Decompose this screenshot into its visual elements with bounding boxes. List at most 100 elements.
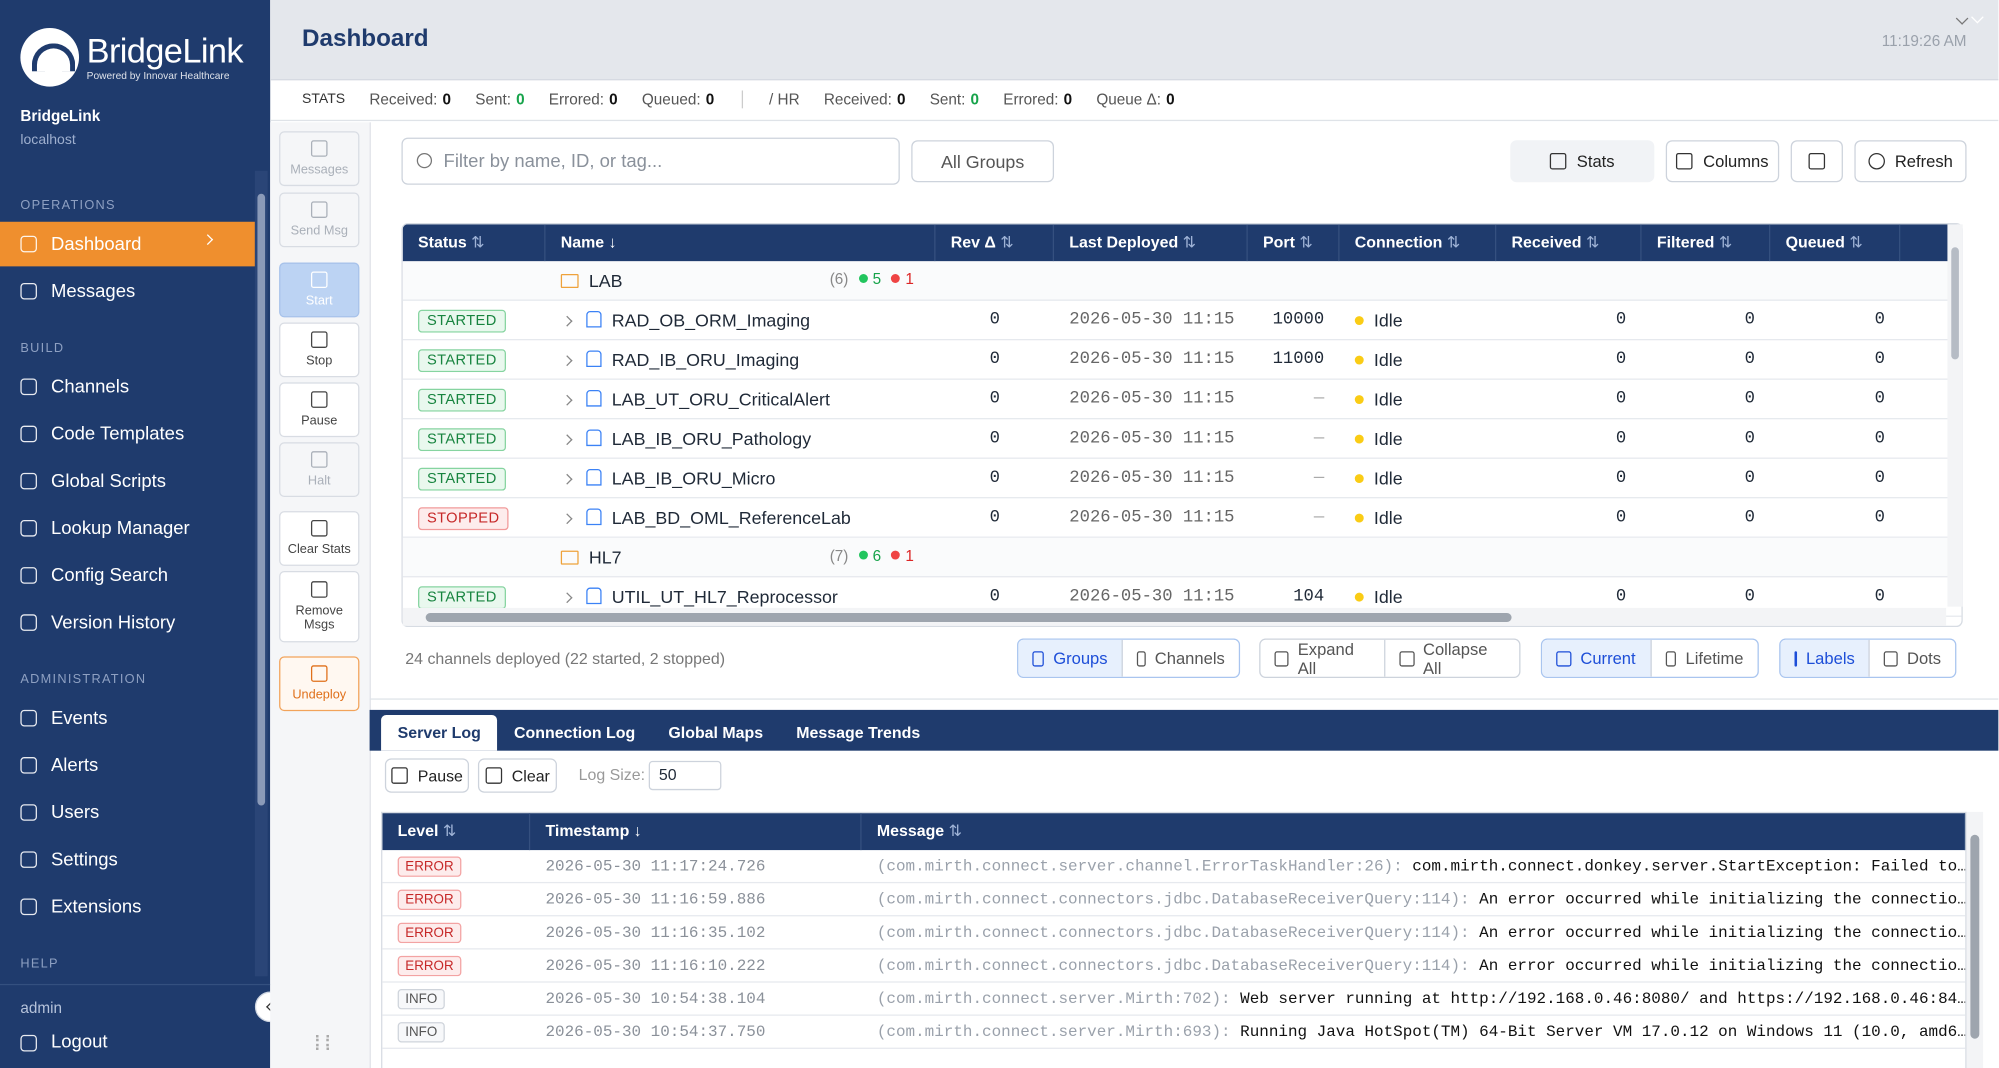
action-button[interactable]: Messages	[279, 131, 360, 187]
scrollbar[interactable]	[402, 607, 1947, 626]
expand-chevron[interactable]	[561, 473, 573, 485]
scrollbar[interactable]	[1966, 811, 1984, 1068]
cell: 104	[1248, 587, 1340, 606]
log-size-input[interactable]: 50	[648, 760, 722, 791]
column-header[interactable]: Connection	[1339, 224, 1497, 262]
action-button[interactable]: Send Msg	[279, 192, 360, 248]
stats-dropdown[interactable]: Stats	[1510, 140, 1655, 183]
log-level: INFO	[397, 989, 445, 1010]
filtered: 0	[1744, 507, 1755, 528]
toggle-group: Expand All Collapse All	[1259, 638, 1521, 679]
action-button[interactable]: Pause	[279, 382, 360, 438]
column-header[interactable]: Level	[382, 813, 531, 851]
toggle-button[interactable]: Expand All	[1260, 639, 1386, 677]
group-row[interactable]: HL7 (7) 6 1	[402, 537, 1962, 578]
log-level: ERROR	[397, 889, 462, 910]
column-header[interactable]: Timestamp	[530, 813, 862, 851]
log-message: Web server running at http://192.168.0.4…	[1240, 989, 1966, 1008]
nav-item[interactable]: Lookup Manager	[0, 506, 255, 551]
grip[interactable]	[316, 1034, 329, 1051]
columns-button[interactable]: Columns	[1665, 140, 1780, 183]
nav-item[interactable]: Config Search	[0, 553, 255, 598]
cell: Idle	[1339, 507, 1496, 528]
group-row[interactable]: LAB (6) 5 1	[402, 261, 1962, 301]
cell: STOPPED	[403, 505, 546, 530]
channel-row[interactable]: STOPPED LAB_BD_OML_ReferenceLab 0 2026-05-3…	[402, 498, 1962, 538]
nav-item[interactable]: Events	[0, 696, 255, 741]
toggle-button[interactable]: Groups	[1018, 639, 1123, 677]
action-label: Halt	[307, 474, 331, 489]
expand-chevron[interactable]	[561, 394, 573, 406]
user: admin	[20, 999, 63, 1018]
nav-item[interactable]: Code Templates	[0, 412, 255, 457]
channel-icon	[586, 310, 602, 328]
rev-delta: 0	[989, 389, 1000, 409]
channel-row[interactable]: STARTED LAB_IB_ORU_Micro 0 2026-05-30 11:15…	[402, 459, 1962, 499]
refresh-button[interactable]: Refresh	[1854, 140, 1967, 183]
column-header[interactable]: Status	[403, 224, 546, 262]
nav-item[interactable]: Dashboard	[0, 221, 255, 267]
download-button[interactable]	[1790, 140, 1843, 183]
log-clear[interactable]: Clear	[477, 758, 557, 793]
toggle-group: Labels Dots	[1779, 638, 1957, 679]
channel-row[interactable]: STARTED LAB_UT_ORU_CriticalAlert 0 2026-05-…	[402, 380, 1962, 420]
column-header[interactable]: Rev Δ	[935, 224, 1055, 262]
toggle-button[interactable]: Lifetime	[1652, 640, 1758, 677]
toggle-button[interactable]: Current	[1542, 639, 1652, 677]
nav-item[interactable]: Settings	[0, 837, 255, 882]
expand-chevron[interactable]	[561, 592, 573, 604]
action-label: Undeploy	[292, 688, 347, 703]
log-tab[interactable]: Message Trends	[796, 723, 921, 742]
column-header[interactable]: Last Deployed	[1054, 224, 1248, 262]
nav-item[interactable]: Channels	[0, 365, 255, 410]
action-bar: Messages Send Msg Start Stop Pause Halt Clear …	[270, 122, 371, 1068]
log-tab[interactable]: Server Log	[381, 714, 498, 751]
received: 0	[1615, 428, 1627, 448]
nav-item[interactable]: Global Scripts	[0, 459, 255, 504]
log-tab[interactable]: Connection Log	[514, 723, 636, 742]
log-tab[interactable]: Global Maps	[668, 723, 764, 742]
channel-row[interactable]: STARTED LAB_IB_ORU_Pathology 0 2026-05-30 1…	[402, 419, 1962, 459]
column-header[interactable]: Name	[545, 224, 936, 262]
column-header[interactable]: Received	[1496, 224, 1642, 262]
nav-icon	[20, 709, 37, 727]
expand-chevron[interactable]	[561, 434, 573, 446]
label: Stats	[1576, 151, 1615, 171]
channel-icon	[586, 350, 602, 368]
action-button[interactable]: Remove Msgs	[279, 570, 360, 643]
toggle-button[interactable]: Channels	[1123, 640, 1239, 677]
expand-chevron[interactable]	[561, 315, 573, 327]
nav-item[interactable]: Alerts	[0, 743, 255, 788]
action-button[interactable]: Stop	[279, 322, 360, 378]
connection-dot	[1354, 316, 1364, 325]
nav-item[interactable]: Messages	[0, 269, 255, 314]
column-header[interactable]: Port	[1248, 224, 1340, 262]
groups-dropdown[interactable]: All Groups	[911, 140, 1055, 183]
action-button[interactable]: Undeploy	[279, 656, 360, 712]
filter-input[interactable]: Filter by name, ID, or tag...	[401, 137, 900, 185]
log-pause[interactable]: Pause	[384, 758, 470, 793]
nav-item[interactable]: Users	[0, 790, 255, 835]
nav-item[interactable]: Extensions	[0, 885, 255, 930]
log-source: (com.mirth.connect.server.channel.ErrorT…	[876, 857, 1403, 875]
column-header[interactable]: Message	[862, 813, 1966, 851]
expand-chevron[interactable]	[561, 513, 573, 525]
action-button[interactable]: Clear Stats	[279, 511, 360, 566]
stat-label: Sent:	[475, 90, 511, 109]
toggle-button[interactable]: Labels	[1780, 639, 1870, 677]
action-button[interactable]: Halt	[279, 442, 360, 498]
toggle-button[interactable]: Collapse All	[1385, 640, 1519, 677]
cell: 0	[1770, 587, 1900, 606]
scrollbar[interactable]	[1947, 224, 1963, 607]
channel-row[interactable]: STARTED RAD_IB_ORU_Imaging 0 2026-05-30 11:…	[402, 340, 1962, 380]
logout[interactable]: Logout	[20, 1032, 108, 1053]
nav-item[interactable]: Version History	[0, 600, 255, 645]
channel-row[interactable]: STARTED RAD_OB_ORM_Imaging 0 2026-05-30 11:…	[402, 301, 1962, 341]
toggle-button[interactable]: Dots	[1870, 640, 1955, 677]
column-header[interactable]: Queued	[1770, 224, 1901, 262]
action-button[interactable]: Start	[279, 262, 360, 318]
logo[interactable]: BridgeLink Powered by Innovar Healthcare	[20, 28, 244, 87]
column-header[interactable]: Filtered	[1642, 224, 1771, 262]
scrollbar[interactable]	[254, 170, 268, 977]
expand-chevron[interactable]	[561, 355, 573, 367]
